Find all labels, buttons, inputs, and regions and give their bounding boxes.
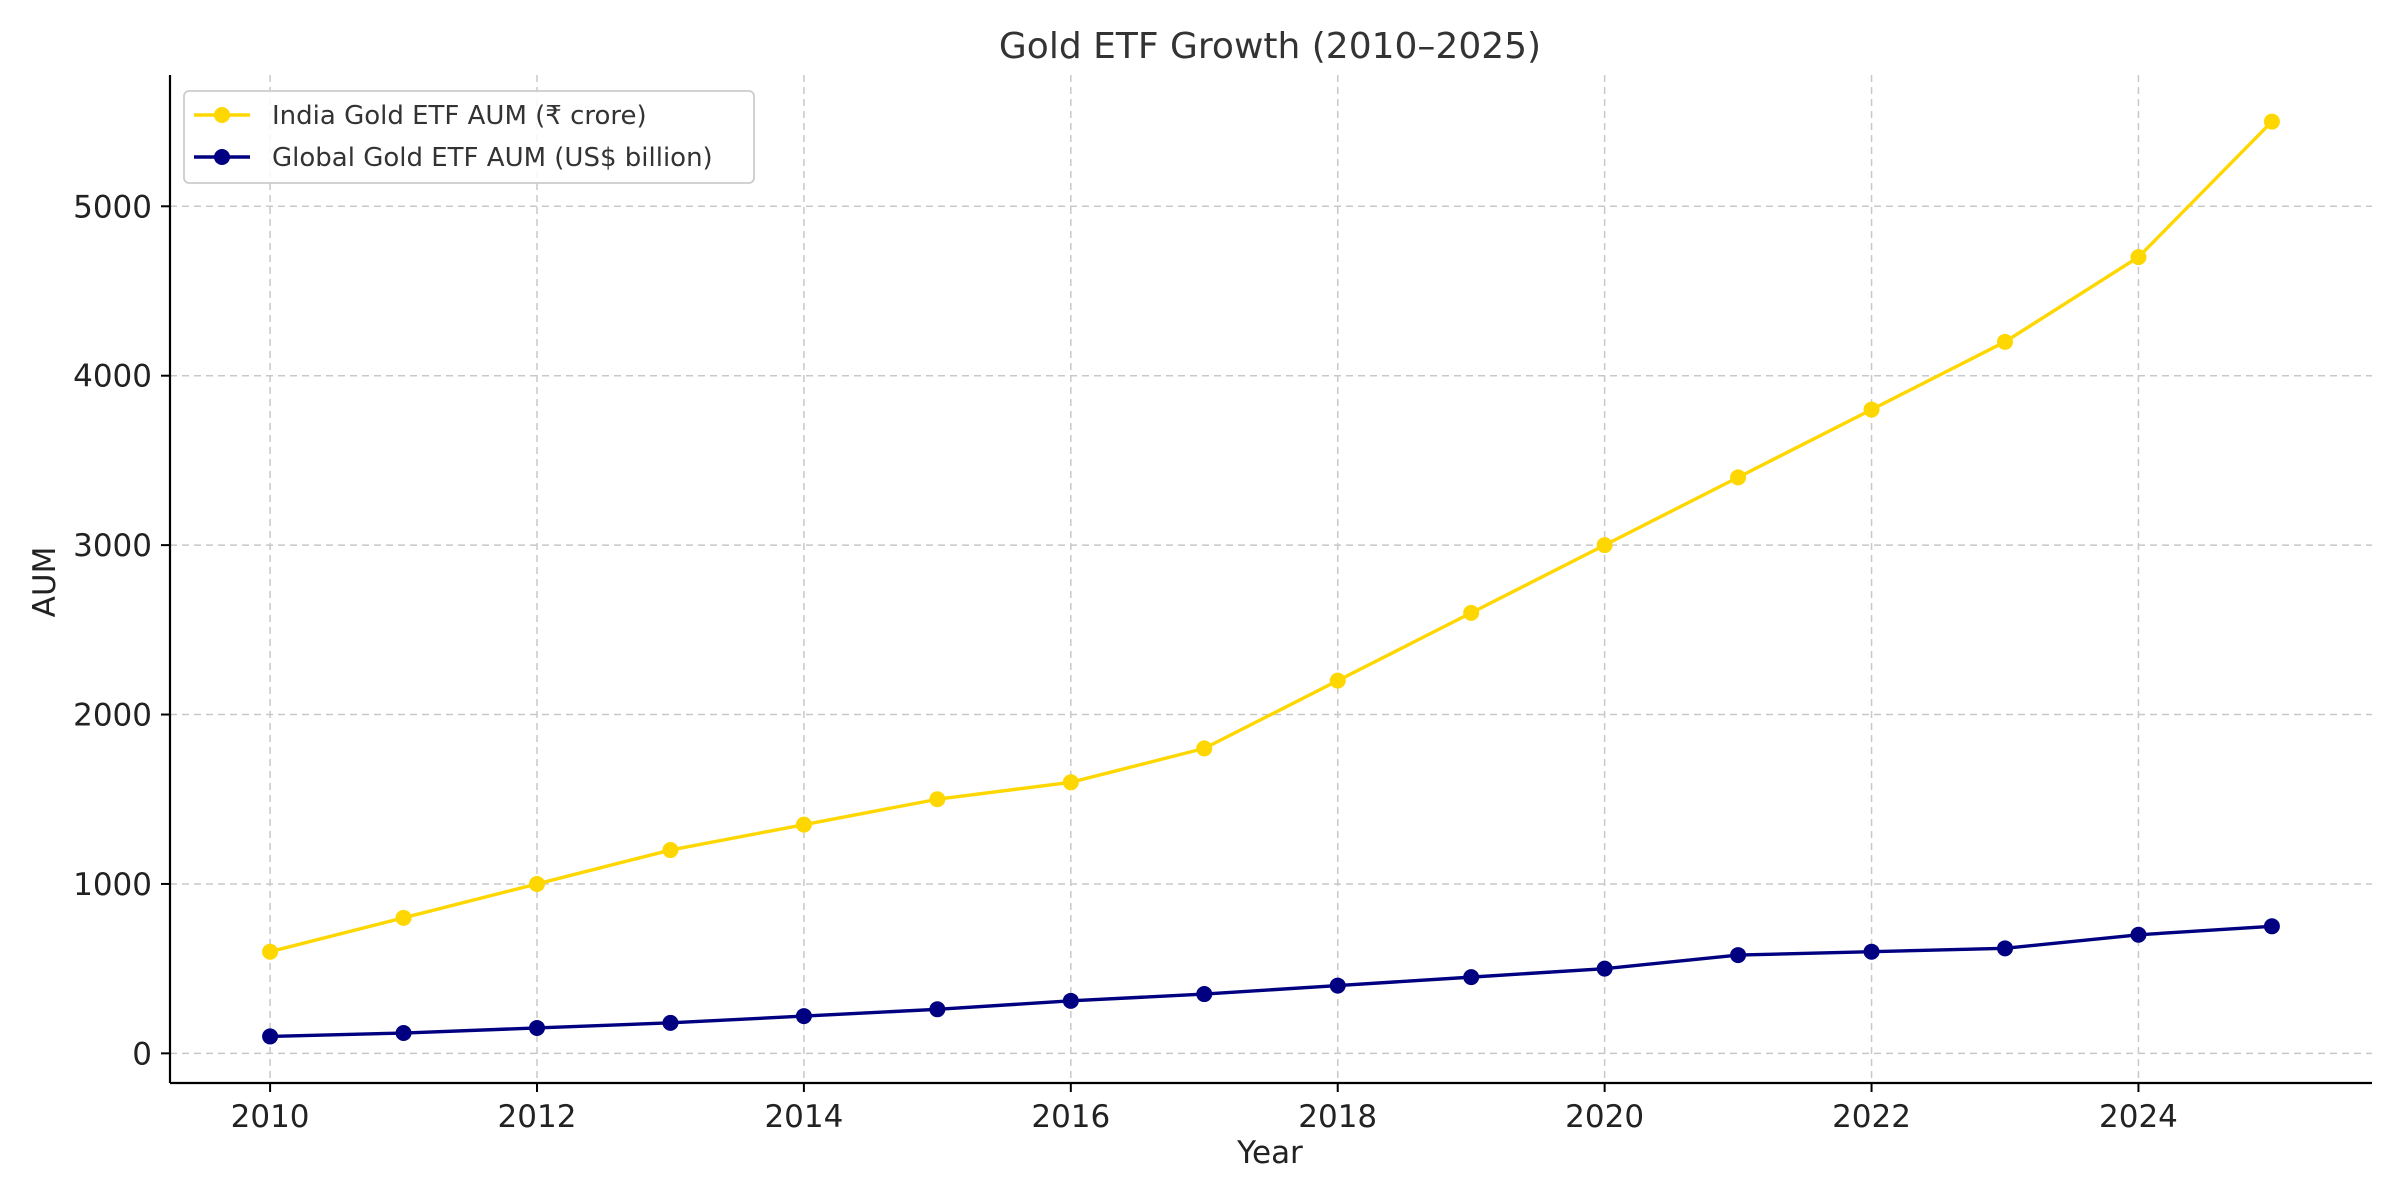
data-point [1463, 969, 1480, 986]
legend-box [183, 90, 755, 184]
y-tick-label: 5000 [73, 189, 152, 225]
x-tick-label: 2024 [2099, 1099, 2178, 1135]
data-point [1329, 977, 1346, 994]
data-point [2130, 249, 2147, 266]
legend: India Gold ETF AUM (₹ crore) Global Gold … [183, 90, 755, 184]
legend-marker [214, 149, 230, 165]
x-axis-label: Year [1236, 1135, 1303, 1171]
data-point [529, 875, 545, 892]
data-point [1730, 947, 1747, 964]
y-tick-label: 3000 [73, 528, 152, 564]
x-tick-label: 2012 [498, 1099, 577, 1135]
data-point [1196, 986, 1213, 1003]
legend-marker [214, 107, 230, 123]
series-1 [262, 918, 2280, 1045]
data-point [1863, 401, 1880, 418]
data-point [1062, 992, 1079, 1009]
y-axis-label: AUM [27, 547, 63, 618]
data-point [1463, 604, 1480, 621]
x-tick-label: 2022 [1832, 1099, 1911, 1135]
data-point [662, 842, 679, 859]
series-line [269, 120, 2274, 954]
data-point [262, 1028, 279, 1045]
x-tick-label: 2016 [1031, 1099, 1110, 1135]
y-tick-label: 0 [132, 1036, 152, 1072]
axes [168, 75, 2372, 1085]
series-0 [262, 113, 2280, 960]
legend-entry: India Gold ETF AUM (₹ crore) [194, 101, 647, 131]
data-point [2263, 113, 2280, 130]
data-point [1730, 469, 1747, 486]
data-point [1997, 333, 2013, 350]
x-tick-label: 2020 [1565, 1099, 1644, 1135]
data-point [1596, 960, 1613, 977]
data-point [1596, 537, 1613, 554]
data-point [529, 1019, 545, 1036]
data-point [1196, 740, 1213, 757]
x-tick-label: 2010 [231, 1099, 310, 1135]
data-point [929, 1001, 946, 1018]
x-tick-label: 2014 [764, 1099, 843, 1135]
grid-lines [170, 75, 2372, 1083]
series-lines [262, 113, 2280, 1045]
data-point [1062, 774, 1079, 791]
chart-title: Gold ETF Growth (2010–2025) [999, 26, 1541, 67]
y-tick-label: 4000 [73, 359, 152, 395]
y-tick-label: 1000 [73, 867, 152, 903]
data-point [1329, 672, 1346, 689]
data-point [1997, 940, 2013, 957]
series-line [270, 924, 2273, 1039]
data-point [795, 1008, 812, 1025]
data-point [262, 943, 279, 960]
legend-label: India Gold ETF AUM (₹ crore) [272, 101, 647, 131]
data-point [662, 1014, 679, 1031]
data-point [795, 816, 812, 833]
data-point [395, 909, 412, 926]
data-point [2263, 918, 2280, 935]
data-point [395, 1025, 412, 1042]
data-point [1863, 943, 1880, 960]
y-tick-label: 2000 [73, 698, 152, 734]
data-point [929, 791, 946, 808]
legend-entry: Global Gold ETF AUM (US$ billion) [194, 143, 713, 173]
tick-labels: 2010 2012 2014 2016 2018 2020 2022 2024 0 1000 200… [73, 189, 2178, 1135]
x-tick-label: 2018 [1298, 1099, 1377, 1135]
legend-label: Global Gold ETF AUM (US$ billion) [272, 143, 713, 173]
data-point [2130, 926, 2147, 943]
